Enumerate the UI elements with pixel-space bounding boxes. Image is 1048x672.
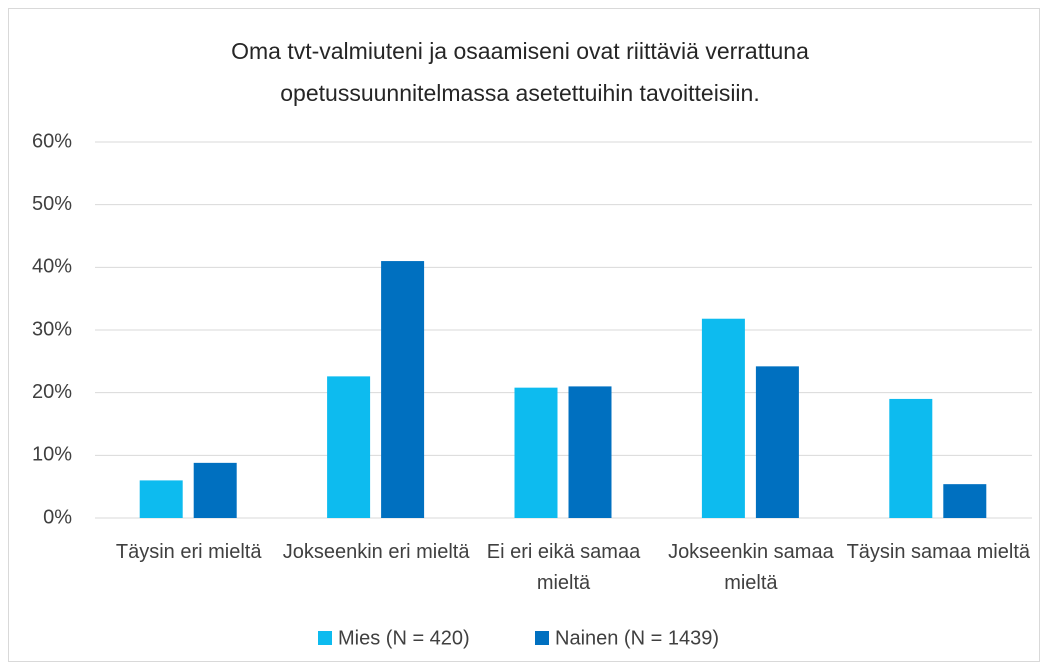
y-tick-label: 10% — [32, 444, 72, 466]
bar — [755, 366, 799, 518]
bar — [514, 387, 558, 518]
y-tick-label: 0% — [43, 506, 72, 528]
x-tick-label: Täysin eri mieltä — [115, 541, 262, 563]
legend-swatch — [535, 631, 549, 645]
bar — [139, 480, 183, 518]
bar — [568, 386, 612, 518]
legend-label: Mies (N = 420) — [338, 627, 470, 649]
x-tick-label: Ei eri eikä samaa mieltä — [486, 541, 641, 594]
x-tick-label: Jokseenkin samaa mieltä — [668, 541, 834, 594]
y-tick-label: 60% — [32, 130, 72, 152]
bar — [943, 484, 987, 518]
legend-swatch — [318, 631, 332, 645]
y-tick-label: 40% — [32, 256, 72, 278]
bar — [381, 261, 425, 518]
y-tick-label: 50% — [32, 193, 72, 215]
chart-title: Oma tvt-valmiuteni ja osaamiseni ovat ri… — [231, 38, 809, 106]
bar — [327, 376, 371, 518]
chart-frame — [8, 8, 1040, 662]
bar — [701, 318, 745, 518]
legend-label: Nainen (N = 1439) — [555, 627, 719, 649]
x-tick-label: Jokseenkin eri mieltä — [282, 541, 470, 563]
bar — [889, 398, 933, 518]
bar — [193, 462, 237, 518]
x-tick-label: Täysin samaa mieltä — [846, 541, 1030, 563]
y-tick-label: 30% — [32, 318, 72, 340]
y-tick-label: 20% — [32, 381, 72, 403]
